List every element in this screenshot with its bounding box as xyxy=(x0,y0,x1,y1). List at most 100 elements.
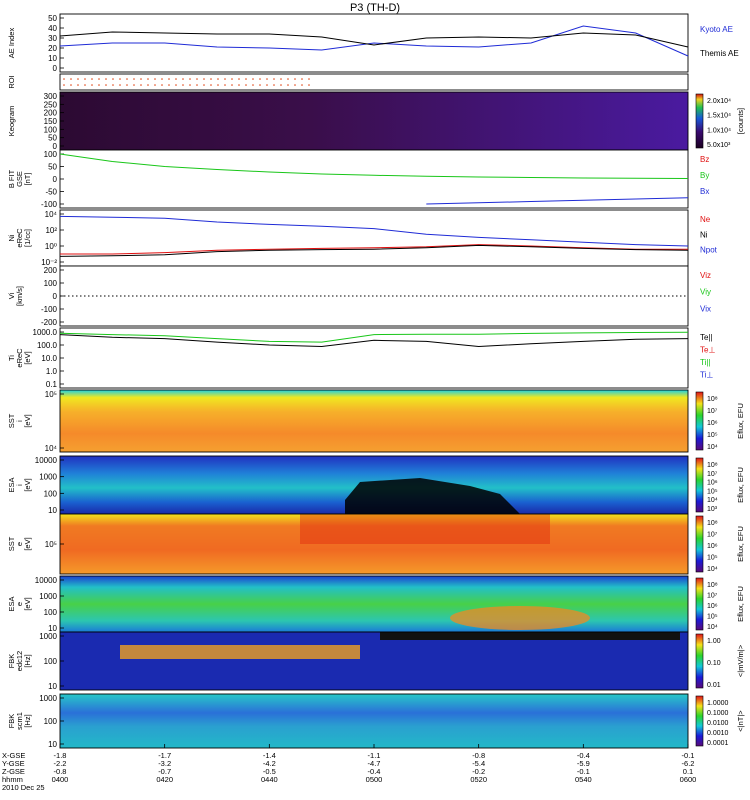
legend-entry: By xyxy=(700,171,709,180)
x-axis-row-label: 2010 Dec 25 xyxy=(2,783,45,792)
legend-entry: Ne xyxy=(700,215,711,224)
colorbar-tick-label: 0.1000 xyxy=(707,710,729,717)
roi-marker xyxy=(112,78,114,80)
y-axis-label: Vi xyxy=(7,292,16,299)
roi-marker xyxy=(154,78,156,80)
y-tick-label: 10⁵ xyxy=(45,540,57,549)
x-tick-label: -1.8 xyxy=(54,751,67,760)
colorbar-tick-label: 10⁵ xyxy=(707,614,718,621)
panel-ni-plot-area xyxy=(60,210,688,266)
colorbar-label: [counts] xyxy=(736,108,745,134)
roi-marker xyxy=(98,78,100,80)
roi-marker xyxy=(259,78,261,80)
y-tick-label: 10 xyxy=(48,506,57,515)
roi-marker xyxy=(63,78,65,80)
legend-entry: Ti⊥ xyxy=(700,371,713,380)
colorbar xyxy=(695,93,704,149)
y-tick-label: 30 xyxy=(48,34,57,43)
legend-entry: Te⊥ xyxy=(700,346,715,355)
y-axis-label: [eV] xyxy=(23,414,32,427)
roi-marker xyxy=(294,78,296,80)
y-axis-label: i xyxy=(15,484,24,486)
roi-marker xyxy=(126,78,128,80)
colorbar-tick-label: 10⁷ xyxy=(707,532,718,539)
y-tick-label: 0 xyxy=(53,142,58,151)
roi-marker xyxy=(273,84,275,86)
y-tick-label: 100 xyxy=(44,125,58,134)
roi-marker xyxy=(91,78,93,80)
panel-fbk2: 1000 100 10 FBK scm1 [Hz] 1.0000 0.1000 0.0100 0.… xyxy=(7,693,745,749)
y-tick-label: 0 xyxy=(53,292,58,301)
y-axis-label: [Hz] xyxy=(23,654,32,667)
y-tick-label: 300 xyxy=(44,92,58,101)
colorbar-label: Eflux, EFU xyxy=(736,586,745,622)
roi-marker xyxy=(63,84,65,86)
panel-frame xyxy=(59,389,689,453)
y-tick-label: 200 xyxy=(44,266,58,275)
roi-marker xyxy=(77,84,79,86)
y-tick-label: 10² xyxy=(45,226,57,235)
series-line xyxy=(59,215,689,247)
series-line xyxy=(59,31,689,48)
y-tick-label: 10 xyxy=(48,624,57,633)
legend-entry: Vix xyxy=(700,304,711,313)
y-axis-label: i xyxy=(15,420,24,422)
x-tick-label: -1.4 xyxy=(263,751,276,760)
y-tick-label: 1000 xyxy=(39,632,57,641)
x-tick-label: 0.1 xyxy=(683,767,693,776)
roi-marker xyxy=(147,78,149,80)
roi-marker xyxy=(224,84,226,86)
y-tick-label: 100 xyxy=(44,717,58,726)
y-tick-label: 10 xyxy=(48,740,57,749)
roi-marker xyxy=(203,78,205,80)
y-tick-label: 1.0 xyxy=(46,367,58,376)
roi-marker xyxy=(273,78,275,80)
y-axis-label: Ti xyxy=(7,355,16,361)
x-tick-label: -5.4 xyxy=(472,759,485,768)
roi-marker xyxy=(84,78,86,80)
roi-marker xyxy=(112,84,114,86)
panel-frame xyxy=(59,73,689,91)
colorbar-tick-label: 10⁸ xyxy=(707,520,718,527)
colorbar-tick-label: 10⁸ xyxy=(707,462,718,469)
y-tick-label: 20 xyxy=(48,44,57,53)
roi-marker xyxy=(301,78,303,80)
colorbar-label: <|mV/m|> xyxy=(736,644,745,677)
roi-marker xyxy=(266,84,268,86)
legend-entry: Bz xyxy=(700,155,709,164)
roi-marker xyxy=(196,84,198,86)
colorbar-tick-label: 0.10 xyxy=(707,660,721,667)
y-axis-label: ESA xyxy=(7,596,16,611)
y-tick-label: 250 xyxy=(44,100,58,109)
colorbar-tick-label: 10⁵ xyxy=(707,488,718,495)
panel-frame xyxy=(59,265,689,327)
y-tick-label: 40 xyxy=(48,24,57,33)
series-line xyxy=(59,153,689,179)
roi-marker xyxy=(154,84,156,86)
data-gap-region xyxy=(345,478,520,514)
x-tick-label: 0600 xyxy=(680,775,697,784)
x-tick-label: -0.4 xyxy=(368,767,381,776)
roi-marker xyxy=(119,78,121,80)
flux-enhancement xyxy=(300,514,550,544)
y-axis-label: [1/cc] xyxy=(23,229,32,247)
colorbar xyxy=(695,457,704,513)
y-tick-label: 50 xyxy=(48,163,57,172)
colorbar xyxy=(695,695,704,747)
y-tick-label: 0 xyxy=(53,175,58,184)
colorbar xyxy=(695,633,704,689)
colorbar xyxy=(695,515,704,573)
panel-frame xyxy=(59,631,689,691)
x-tick-label: -3.2 xyxy=(158,759,171,768)
colorbar-label: Eflux, EFU xyxy=(736,526,745,562)
y-tick-label: 100 xyxy=(44,150,58,159)
x-tick-label: -0.2 xyxy=(472,767,485,776)
colorbar-tick-label: 10⁷ xyxy=(707,408,718,415)
colorbar-tick-label: 1.0x10⁴ xyxy=(707,127,731,134)
roi-marker xyxy=(91,84,93,86)
panel-ti: 1000.0 100.0 10.0 1.0 0.1 Ti eReC [eV] Te|| Te⊥ Ti… xyxy=(7,327,715,389)
roi-marker xyxy=(133,78,135,80)
x-axis-row-label: X-GSE xyxy=(2,751,25,760)
colorbar xyxy=(695,577,704,631)
y-axis-label: [eV] xyxy=(23,351,32,364)
